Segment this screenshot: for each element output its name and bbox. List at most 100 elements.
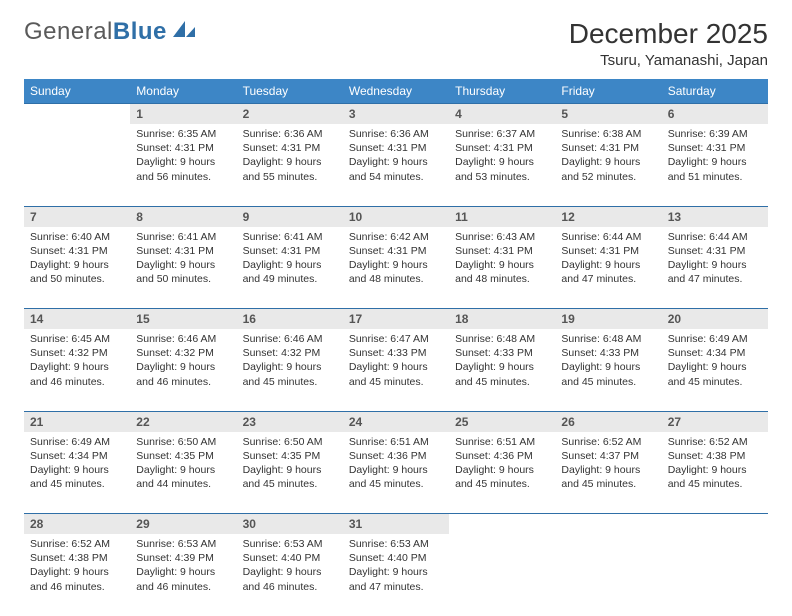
sunrise-text: Sunrise: 6:35 AM [136, 127, 230, 141]
day-cell: Sunrise: 6:47 AMSunset: 4:33 PMDaylight:… [343, 329, 449, 411]
day-number-cell: 5 [555, 104, 661, 125]
day-number: 7 [30, 210, 37, 224]
sunset-text: Sunset: 4:35 PM [243, 449, 337, 463]
day-cell: Sunrise: 6:44 AMSunset: 4:31 PMDaylight:… [555, 227, 661, 309]
sunrise-text: Sunrise: 6:48 AM [561, 332, 655, 346]
day-number: 9 [243, 210, 250, 224]
day-cell: Sunrise: 6:42 AMSunset: 4:31 PMDaylight:… [343, 227, 449, 309]
day-number-row: 123456 [24, 104, 768, 125]
sunset-text: Sunset: 4:31 PM [243, 244, 337, 258]
day-content: Sunrise: 6:51 AMSunset: 4:36 PMDaylight:… [449, 432, 555, 498]
day-cell: Sunrise: 6:51 AMSunset: 4:36 PMDaylight:… [343, 432, 449, 514]
sunset-text: Sunset: 4:38 PM [668, 449, 762, 463]
day-number-cell: 11 [449, 206, 555, 227]
sunrise-text: Sunrise: 6:50 AM [136, 435, 230, 449]
day-number: 13 [668, 210, 681, 224]
day-number-cell: 7 [24, 206, 130, 227]
daylight-text: Daylight: 9 hours and 45 minutes. [455, 360, 549, 388]
day-number-cell: 3 [343, 104, 449, 125]
day-content: Sunrise: 6:53 AMSunset: 4:40 PMDaylight:… [343, 534, 449, 600]
daylight-text: Daylight: 9 hours and 45 minutes. [30, 463, 124, 491]
day-content: Sunrise: 6:44 AMSunset: 4:31 PMDaylight:… [555, 227, 661, 293]
day-number-cell: 19 [555, 309, 661, 330]
day-number-cell: 15 [130, 309, 236, 330]
week-row: Sunrise: 6:49 AMSunset: 4:34 PMDaylight:… [24, 432, 768, 514]
day-cell: Sunrise: 6:45 AMSunset: 4:32 PMDaylight:… [24, 329, 130, 411]
day-content: Sunrise: 6:40 AMSunset: 4:31 PMDaylight:… [24, 227, 130, 293]
sunset-text: Sunset: 4:33 PM [455, 346, 549, 360]
sunset-text: Sunset: 4:38 PM [30, 551, 124, 565]
day-cell: Sunrise: 6:53 AMSunset: 4:39 PMDaylight:… [130, 534, 236, 616]
sunrise-text: Sunrise: 6:37 AM [455, 127, 549, 141]
sunset-text: Sunset: 4:37 PM [561, 449, 655, 463]
header: GeneralBlue December 2025 Tsuru, Yamanas… [24, 18, 768, 69]
sunset-text: Sunset: 4:33 PM [561, 346, 655, 360]
sunset-text: Sunset: 4:36 PM [455, 449, 549, 463]
daylight-text: Daylight: 9 hours and 46 minutes. [30, 565, 124, 593]
day-number: 3 [349, 107, 356, 121]
daylight-text: Daylight: 9 hours and 56 minutes. [136, 155, 230, 183]
day-number-row: 28293031 [24, 514, 768, 535]
sunset-text: Sunset: 4:31 PM [455, 141, 549, 155]
day-number: 16 [243, 312, 256, 326]
day-content: Sunrise: 6:44 AMSunset: 4:31 PMDaylight:… [662, 227, 768, 293]
sunrise-text: Sunrise: 6:52 AM [30, 537, 124, 551]
sunrise-text: Sunrise: 6:46 AM [136, 332, 230, 346]
day-content: Sunrise: 6:42 AMSunset: 4:31 PMDaylight:… [343, 227, 449, 293]
daylight-text: Daylight: 9 hours and 46 minutes. [30, 360, 124, 388]
day-content: Sunrise: 6:35 AMSunset: 4:31 PMDaylight:… [130, 124, 236, 190]
day-cell: Sunrise: 6:44 AMSunset: 4:31 PMDaylight:… [662, 227, 768, 309]
day-content: Sunrise: 6:48 AMSunset: 4:33 PMDaylight:… [449, 329, 555, 395]
day-content: Sunrise: 6:39 AMSunset: 4:31 PMDaylight:… [662, 124, 768, 190]
weekday-header: Tuesday [237, 79, 343, 104]
day-number: 11 [455, 210, 468, 224]
day-number-cell: 13 [662, 206, 768, 227]
daylight-text: Daylight: 9 hours and 46 minutes. [136, 565, 230, 593]
sunrise-text: Sunrise: 6:53 AM [349, 537, 443, 551]
sunrise-text: Sunrise: 6:52 AM [668, 435, 762, 449]
logo-sail-icon [171, 18, 197, 46]
week-row: Sunrise: 6:40 AMSunset: 4:31 PMDaylight:… [24, 227, 768, 309]
sunrise-text: Sunrise: 6:49 AM [30, 435, 124, 449]
day-number: 5 [561, 107, 568, 121]
daylight-text: Daylight: 9 hours and 54 minutes. [349, 155, 443, 183]
day-cell: Sunrise: 6:41 AMSunset: 4:31 PMDaylight:… [237, 227, 343, 309]
day-number-cell: 24 [343, 411, 449, 432]
day-number-cell: 4 [449, 104, 555, 125]
sunset-text: Sunset: 4:31 PM [561, 244, 655, 258]
day-number: 27 [668, 415, 681, 429]
sunset-text: Sunset: 4:40 PM [243, 551, 337, 565]
sunset-text: Sunset: 4:31 PM [243, 141, 337, 155]
sunrise-text: Sunrise: 6:51 AM [455, 435, 549, 449]
daylight-text: Daylight: 9 hours and 45 minutes. [455, 463, 549, 491]
day-cell: Sunrise: 6:53 AMSunset: 4:40 PMDaylight:… [343, 534, 449, 616]
day-content: Sunrise: 6:50 AMSunset: 4:35 PMDaylight:… [130, 432, 236, 498]
day-content: Sunrise: 6:49 AMSunset: 4:34 PMDaylight:… [662, 329, 768, 395]
sunset-text: Sunset: 4:32 PM [136, 346, 230, 360]
day-cell: Sunrise: 6:50 AMSunset: 4:35 PMDaylight:… [237, 432, 343, 514]
daylight-text: Daylight: 9 hours and 45 minutes. [561, 463, 655, 491]
day-cell: Sunrise: 6:50 AMSunset: 4:35 PMDaylight:… [130, 432, 236, 514]
day-number-cell: 26 [555, 411, 661, 432]
day-number: 25 [455, 415, 468, 429]
sunrise-text: Sunrise: 6:38 AM [561, 127, 655, 141]
week-row: Sunrise: 6:35 AM Sunset: 4:31 PM Daylight:… [24, 124, 768, 206]
day-number-cell: 29 [130, 514, 236, 535]
day-number: 6 [668, 107, 675, 121]
day-content: Sunrise: 6:52 AMSunset: 4:37 PMDaylight:… [555, 432, 661, 498]
sunrise-text: Sunrise: 6:43 AM [455, 230, 549, 244]
day-number-cell: 31 [343, 514, 449, 535]
sunrise-text: Sunrise: 6:41 AM [243, 230, 337, 244]
day-content: Sunrise: 6:38 AMSunset: 4:31 PMDaylight:… [555, 124, 661, 190]
day-number: 24 [349, 415, 362, 429]
daylight-text: Daylight: 9 hours and 45 minutes. [561, 360, 655, 388]
day-number-cell [449, 514, 555, 535]
sunrise-text: Sunrise: 6:47 AM [349, 332, 443, 346]
day-number-cell: 6 [662, 104, 768, 125]
day-content: Sunrise: 6:36 AMSunset: 4:31 PMDaylight:… [237, 124, 343, 190]
day-number: 30 [243, 517, 256, 531]
day-content: Sunrise: 6:36 AMSunset: 4:31 PMDaylight:… [343, 124, 449, 190]
day-number-cell: 22 [130, 411, 236, 432]
sunrise-text: Sunrise: 6:42 AM [349, 230, 443, 244]
day-number-cell: 10 [343, 206, 449, 227]
